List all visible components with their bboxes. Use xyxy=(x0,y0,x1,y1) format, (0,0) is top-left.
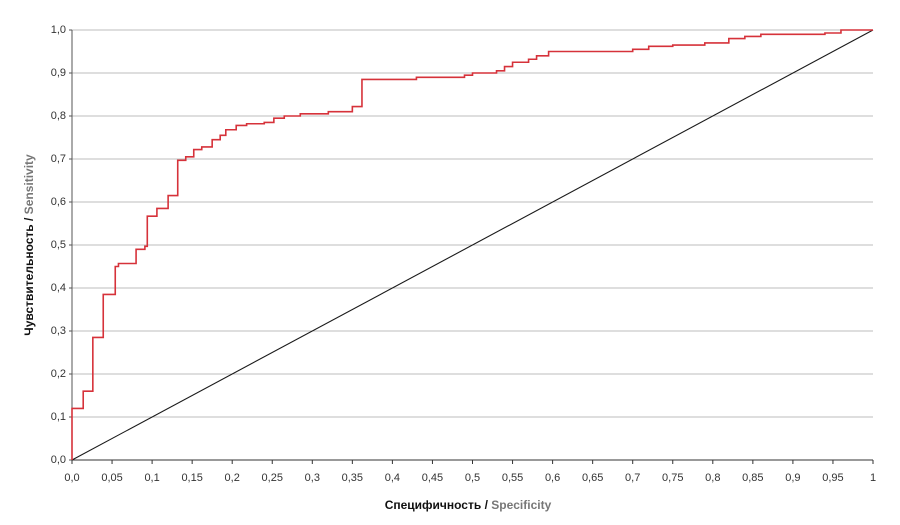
x-tick-label: 0,0 xyxy=(64,472,79,484)
x-axis-title-ru: Специфичность / xyxy=(385,498,489,512)
y-tick-label: 0,6 xyxy=(51,196,66,208)
y-tick-label: 0,2 xyxy=(51,368,66,380)
y-axis-title-en: Sensitivity xyxy=(22,154,36,214)
x-tick-label: 1 xyxy=(870,472,876,484)
x-tick-label: 0,6 xyxy=(545,472,560,484)
x-axis-title: Специфичность / Specificity xyxy=(385,498,552,512)
x-axis-title-en: Specificity xyxy=(491,498,551,512)
x-tick-label: 0,3 xyxy=(305,472,320,484)
y-tick-label: 0,9 xyxy=(51,67,66,79)
y-axis-title: Чувствительность / Sensitivity xyxy=(22,154,36,336)
y-axis-title-ru: Чувствительность / xyxy=(22,217,36,336)
x-tick-label: 0,45 xyxy=(422,472,443,484)
y-tick-label: 0,7 xyxy=(51,153,66,165)
x-tick-label: 0,5 xyxy=(465,472,480,484)
x-tick-label: 0,9 xyxy=(785,472,800,484)
x-tick-label: 0,85 xyxy=(742,472,763,484)
y-tick-label: 0,1 xyxy=(51,411,66,423)
x-tick-label: 0,7 xyxy=(625,472,640,484)
line xyxy=(71,29,874,461)
y-tick-label: 0,0 xyxy=(51,454,66,466)
y-tick-label: 0,8 xyxy=(51,110,66,122)
y-tick-label: 1,0 xyxy=(51,24,66,36)
x-tick-label: 0,4 xyxy=(385,472,400,484)
y-tick-label: 0,4 xyxy=(51,282,66,294)
x-tick-label: 0,65 xyxy=(582,472,603,484)
x-tick-label: 0,55 xyxy=(502,472,523,484)
x-tick-label: 0,15 xyxy=(181,472,202,484)
x-tick-label: 0,35 xyxy=(342,472,363,484)
x-tick-label: 0,95 xyxy=(822,472,843,484)
x-tick-label: 0,25 xyxy=(262,472,283,484)
y-tick-label: 0,3 xyxy=(51,325,66,337)
x-tick-label: 0,8 xyxy=(705,472,720,484)
line xyxy=(71,29,873,460)
y-tick-label: 0,5 xyxy=(51,239,66,251)
x-tick-label: 0,2 xyxy=(225,472,240,484)
x-tick-label: 0,75 xyxy=(662,472,683,484)
x-tick-label: 0,05 xyxy=(101,472,122,484)
x-tick-label: 0,1 xyxy=(144,472,159,484)
